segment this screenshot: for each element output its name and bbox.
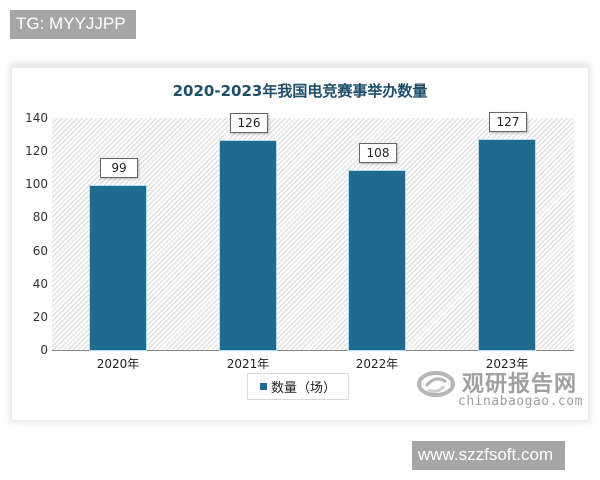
x-label-2021: 2021年 bbox=[226, 357, 270, 371]
y-tick-20: 20 bbox=[32, 309, 48, 324]
y-tick-60: 60 bbox=[32, 243, 48, 258]
top-watermark-tag: TG: MYYJJPP bbox=[10, 10, 136, 39]
bar-2021 bbox=[220, 141, 276, 350]
x-label-2023: 2023年 bbox=[485, 357, 529, 371]
value-label-2022: 108 bbox=[359, 143, 397, 163]
bar-2020 bbox=[90, 186, 146, 350]
value-label-2021: 126 bbox=[230, 113, 268, 133]
bottom-watermark-tag: www.szzfsoft.com bbox=[412, 441, 566, 470]
chart-card: 2020-2023年我国电竞赛事举办数量 0 20 40 60 80 100 1… bbox=[12, 65, 588, 420]
chart-title: 2020-2023年我国电竞赛事举办数量 bbox=[172, 82, 428, 100]
bar-2022 bbox=[349, 171, 405, 350]
watermark-cn-text: 观研报告网 bbox=[462, 372, 578, 397]
legend: 数量（场） bbox=[247, 373, 349, 400]
legend-swatch-icon bbox=[259, 383, 267, 390]
value-label-2020: 99 bbox=[100, 158, 138, 178]
swirl-logo-icon bbox=[417, 371, 455, 397]
chinabaogao-watermark: 观研报告网 chinabaogao.com bbox=[416, 366, 586, 411]
plot-area: 99 126 108 127 bbox=[52, 112, 574, 351]
y-tick-40: 40 bbox=[32, 276, 48, 291]
x-label-2022: 2022年 bbox=[355, 357, 399, 371]
legend-label: 数量（场） bbox=[270, 381, 336, 396]
y-tick-80: 80 bbox=[32, 210, 48, 225]
x-label-2020: 2020年 bbox=[96, 357, 140, 371]
y-tick-120: 120 bbox=[25, 144, 48, 159]
y-tick-0: 0 bbox=[40, 343, 48, 357]
y-tick-140: 140 bbox=[25, 111, 48, 125]
y-tick-100: 100 bbox=[25, 177, 48, 192]
watermark-en-text: chinabaogao.com bbox=[458, 394, 583, 409]
bar-2023 bbox=[479, 140, 535, 350]
value-label-2023: 127 bbox=[489, 112, 527, 132]
